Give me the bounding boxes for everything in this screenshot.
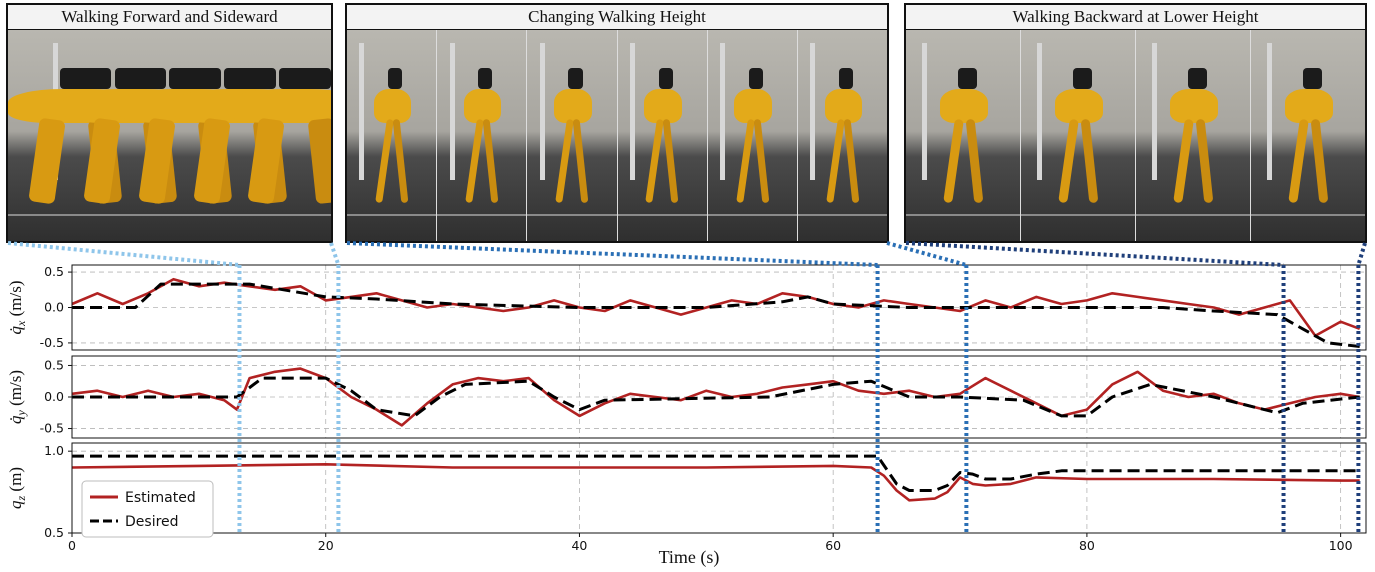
robot-photo-frame [437, 30, 528, 241]
connector-line [346, 241, 878, 267]
connector-line [1356, 242, 1367, 266]
estimated-series-line [71, 367, 1360, 427]
robot-photo-frame [707, 30, 798, 241]
desired-series-line [72, 282, 1360, 348]
desired-series-line [72, 376, 1360, 418]
frames-1 [8, 30, 331, 241]
y-axis-label: q̇x (m/s) [6, 281, 28, 335]
legend-label: Estimated [125, 490, 196, 506]
y-tick-label: -0.5 [40, 335, 64, 350]
legend-box [81, 480, 214, 538]
estimated-series-line [71, 277, 1361, 338]
axes-frame [71, 442, 1367, 534]
robot-photo-frame [1136, 30, 1251, 241]
panel-title: Walking Backward at Lower Height [906, 5, 1365, 30]
photo-panel-3: Walking Backward at Lower Height [904, 3, 1367, 243]
connector-line [886, 241, 967, 267]
x-tick-label: 100 [1329, 538, 1353, 553]
robot-photo-frame [347, 30, 438, 241]
desired-series-line [72, 454, 1360, 492]
y-axis-label: qz (m) [6, 467, 28, 509]
x-tick-label: 80 [1079, 538, 1095, 553]
y-tick-label: 0.0 [44, 300, 64, 315]
frames-3 [906, 30, 1365, 241]
y-tick-label: 1.0 [44, 443, 64, 458]
robot-photo-frame [527, 30, 618, 241]
x-axis-label: Time (s) [659, 547, 720, 568]
legend-label: Desired [125, 514, 179, 530]
x-tick-label: 20 [318, 538, 334, 553]
frames-2 [347, 30, 887, 241]
x-tick-label: 40 [571, 538, 587, 553]
robot-photo-frame [617, 30, 708, 241]
connector-line [329, 242, 341, 266]
y-tick-label: 0.5 [44, 264, 64, 279]
y-tick-label: 0.5 [44, 357, 64, 372]
panel-title: Changing Walking Height [347, 5, 887, 30]
estimated-series-line [71, 463, 1360, 502]
robot-photo-frame [797, 30, 887, 241]
x-tick-label: 60 [825, 538, 841, 553]
robot-photo-frame [906, 30, 1021, 241]
photo-panel-1: Walking Forward and Sideward [6, 3, 333, 243]
y-tick-label: -0.5 [40, 421, 64, 436]
robot-photo-frame [1021, 30, 1136, 241]
x-tick-label: 0 [68, 538, 76, 553]
y-axis-label: q̇y (m/s) [6, 370, 28, 424]
robot-photo-frame [8, 30, 331, 241]
y-tick-label: 0.0 [44, 389, 64, 404]
connector-line [7, 241, 240, 267]
y-tick-label: 0.5 [44, 525, 64, 540]
connector-line [905, 241, 1284, 267]
panel-title: Walking Forward and Sideward [8, 5, 331, 30]
photo-panel-2: Changing Walking Height [345, 3, 889, 243]
robot-photo-frame [1251, 30, 1365, 241]
